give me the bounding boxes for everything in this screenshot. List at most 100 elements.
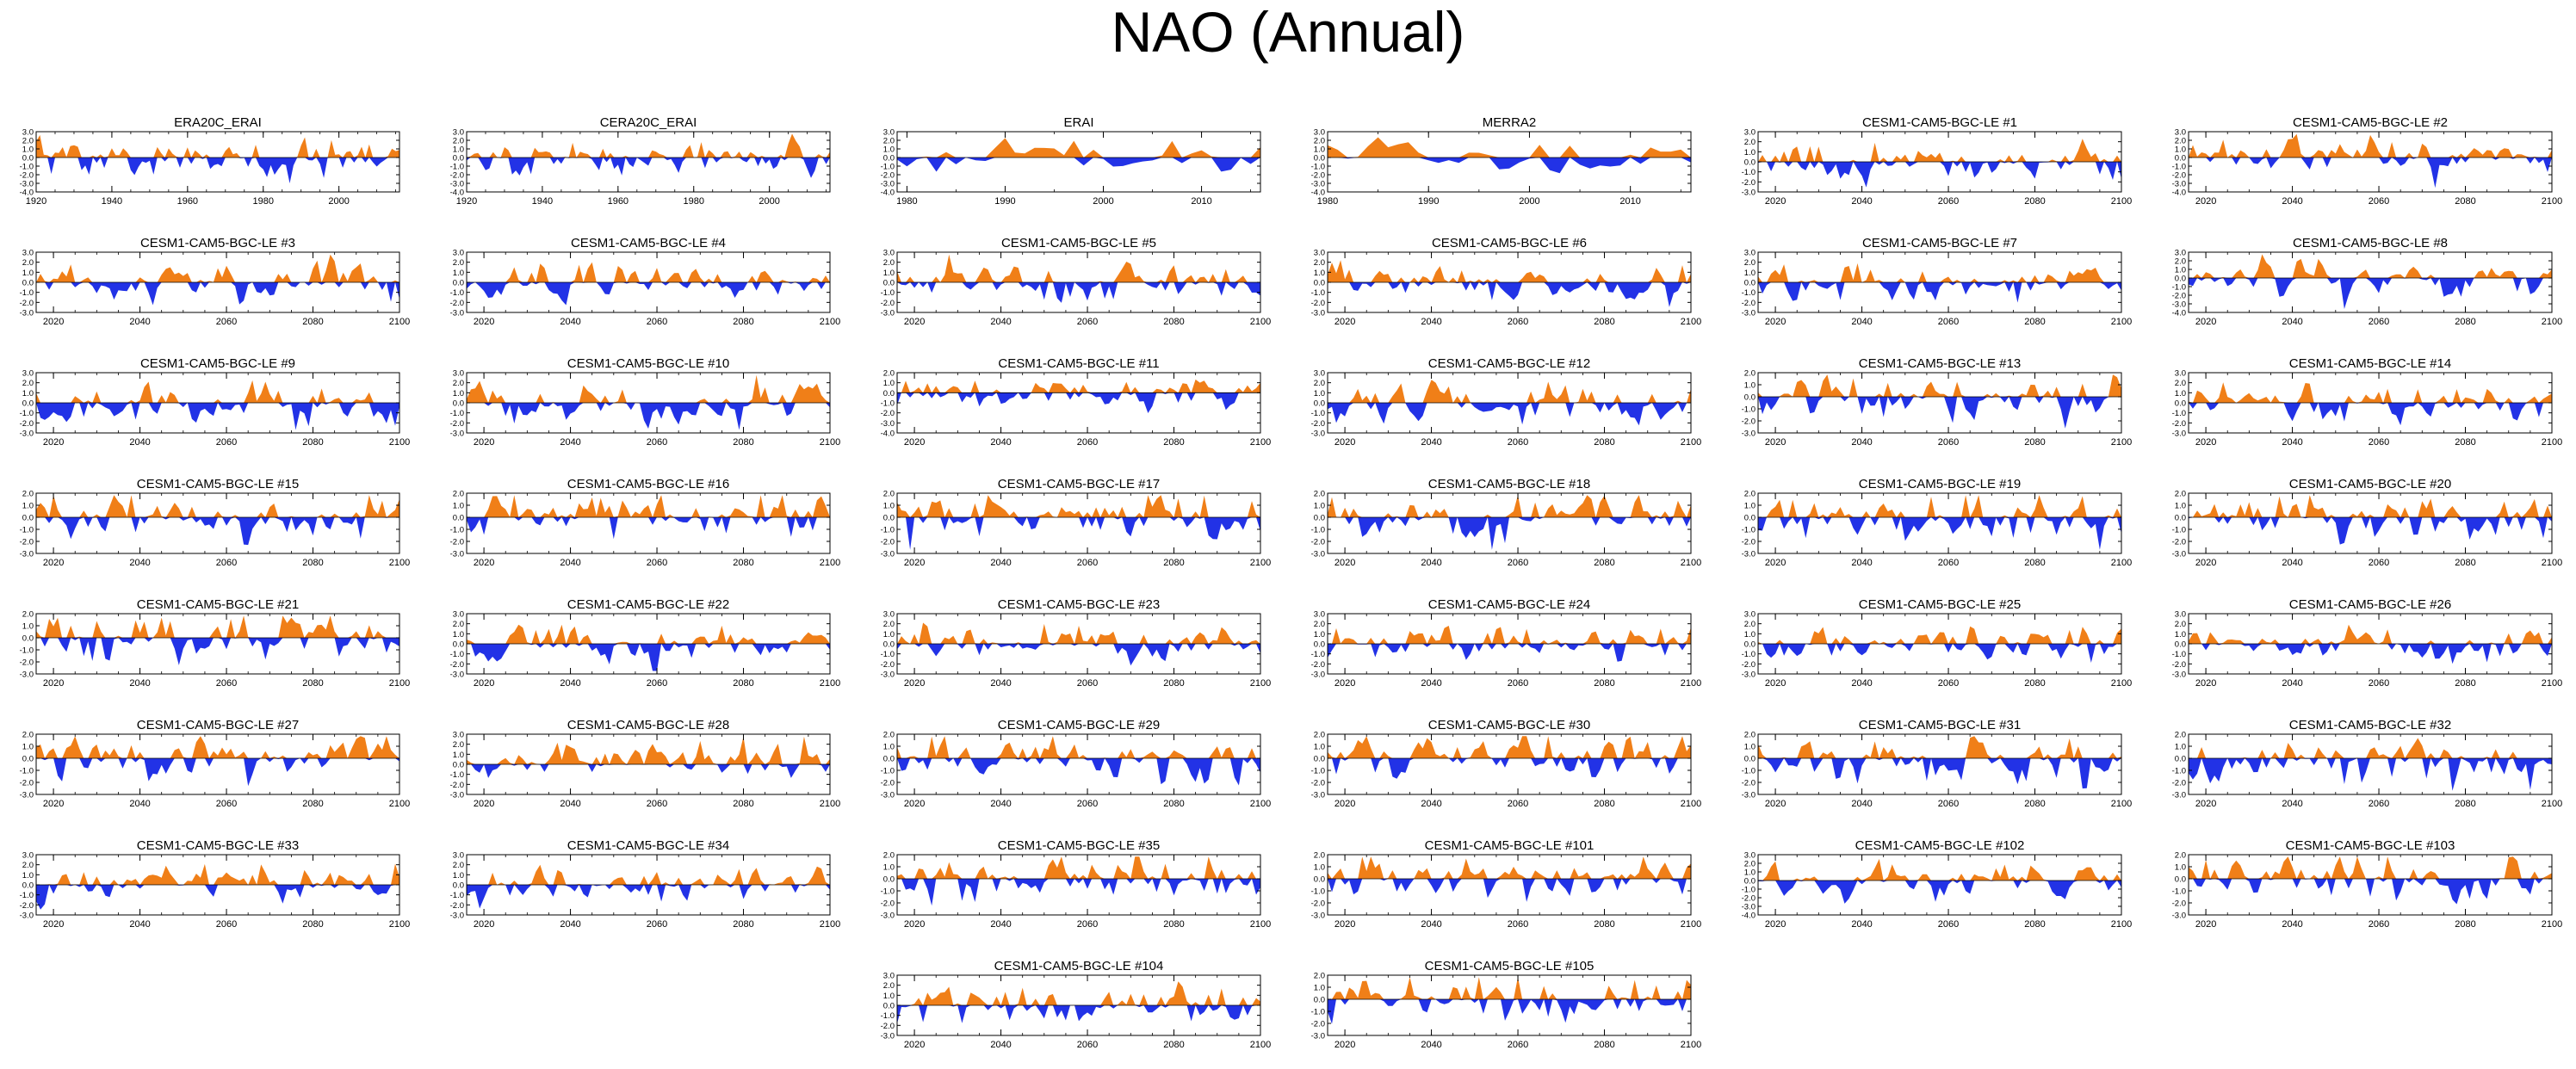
nao-panel: CESM1-CAM5-BGC-LE #17 2.0 1.0 0.0 -1.0 -2.0 -3… <box>881 477 1272 568</box>
x-tick-label: 2060 <box>1938 919 1959 930</box>
x-tick-label: 2020 <box>2195 678 2216 689</box>
y-tick-label: 2.0 <box>1314 851 1325 861</box>
nao-panel: CESM1-CAM5-BGC-LE #25 3.02.01.00.0-1.0-2.… <box>1742 597 2133 689</box>
x-tick-label: 2060 <box>647 317 667 327</box>
x-tick-label: 2080 <box>1163 919 1184 930</box>
y-tick-label: 2.0 <box>22 490 34 499</box>
y-tick-label: 2.0 <box>1314 379 1325 388</box>
y-tick-label: 2.0 <box>22 379 34 388</box>
x-tick-label: 2020 <box>1334 437 1355 448</box>
positive-anomaly-area <box>2189 738 2552 758</box>
y-tick-label: -3.0 <box>450 911 464 921</box>
x-tick-label: 2040 <box>1851 437 1872 448</box>
y-tick-label: -4.0 <box>1311 188 1325 198</box>
x-tick-label: 2060 <box>1938 558 1959 568</box>
y-tick-label: 3.0 <box>1314 610 1325 620</box>
y-tick-label: 2.0 <box>883 851 895 861</box>
x-tick-label: 2060 <box>647 437 667 448</box>
nao-panel: CESM1-CAM5-BGC-LE #30 2.0 1.0 0.0 -1.0 -2.0 -3… <box>1311 718 1702 809</box>
panel-title: CESM1-CAM5-BGC-LE #8 <box>2293 236 2448 250</box>
y-tick-label: -2.0 <box>1742 178 1756 188</box>
x-tick-label: 2060 <box>1938 317 1959 327</box>
panel-title: CESM1-CAM5-BGC-LE #21 <box>137 597 299 612</box>
y-tick-label: 1.0 <box>1314 743 1325 752</box>
negative-anomaly-area <box>1328 403 1691 426</box>
x-tick-label: 2020 <box>1765 799 1786 809</box>
x-tick-label: 2020 <box>43 558 64 568</box>
x-tick-label: 2080 <box>1594 558 1614 568</box>
panel-title: CESM1-CAM5-BGC-LE #34 <box>567 838 729 853</box>
y-tick-label: -1.0 <box>1742 650 1756 659</box>
y-tick-label: -1.0 <box>450 891 464 900</box>
y-tick-label: 3.0 <box>453 610 464 620</box>
x-tick-label: 2040 <box>1421 317 1441 327</box>
y-tick-label: 0.0 <box>1744 514 1756 523</box>
panel-title: CESM1-CAM5-BGC-LE #1 <box>1862 115 2017 130</box>
y-tick-label: 1.0 <box>22 389 34 399</box>
nao-panel: ERA20C_ERAI3.02.01.00.0-1.0-2.0-3.0-4.01… <box>20 115 400 207</box>
y-tick-label: 3.0 <box>1744 610 1756 620</box>
x-tick-label: 2040 <box>1421 919 1441 930</box>
y-tick-label: 2.0 <box>453 861 464 870</box>
positive-anomaly-area <box>36 615 399 638</box>
y-tick-label: -1.0 <box>2172 283 2186 293</box>
x-tick-label: 2060 <box>1077 1040 1098 1050</box>
x-tick-label: 2020 <box>904 919 925 930</box>
y-tick-label: -2.0 <box>20 658 34 668</box>
y-tick-label: -1.0 <box>2172 650 2186 659</box>
y-tick-label: -3.0 <box>20 309 34 318</box>
positive-anomaly-area <box>1328 260 1691 282</box>
y-tick-label: 0.0 <box>2175 154 2186 164</box>
y-tick-label: 0.0 <box>883 640 895 650</box>
x-tick-label: 2040 <box>990 317 1011 327</box>
y-tick-label: -3.0 <box>1311 180 1325 189</box>
y-tick-label: 1.0 <box>883 145 895 155</box>
plot-frame <box>2188 251 2553 313</box>
positive-anomaly-area <box>1758 859 2121 881</box>
plot-frame <box>2188 492 2553 554</box>
y-tick-label: -3.0 <box>881 550 895 559</box>
positive-anomaly-area <box>1328 137 1691 158</box>
positive-anomaly-area <box>2189 133 2552 158</box>
y-tick-label: 3.0 <box>1314 369 1325 379</box>
y-tick-label: -1.0 <box>2172 767 2186 776</box>
y-tick-label: -2.0 <box>20 419 34 429</box>
x-tick-label: 2020 <box>2195 558 2216 568</box>
x-tick-label: 2080 <box>1163 678 1184 689</box>
panel-title: CESM1-CAM5-BGC-LE #15 <box>137 477 299 491</box>
x-tick-label: 2100 <box>1681 317 1701 327</box>
x-tick-label: 2100 <box>1250 919 1271 930</box>
y-tick-label: -1.0 <box>450 770 464 780</box>
positive-anomaly-area <box>467 624 830 644</box>
y-tick-label: -3.0 <box>1742 309 1756 318</box>
x-tick-label: 2020 <box>904 558 925 568</box>
x-tick-label: 2080 <box>2455 678 2475 689</box>
panel-title: CESM1-CAM5-BGC-LE #18 <box>1428 477 1590 491</box>
x-tick-label: 2100 <box>2111 919 2132 930</box>
y-tick-label: -2.0 <box>2172 292 2186 301</box>
x-tick-label: 2080 <box>1594 678 1614 689</box>
nao-panel: CESM1-CAM5-BGC-LE #32 2.0 1.0 0.0 -1.0 -2.0 -3… <box>2172 718 2563 809</box>
panel-title: CESM1-CAM5-BGC-LE #12 <box>1428 356 1590 371</box>
nao-panel: CESM1-CAM5-BGC-LE #102 3.02.01.00.0-1.0-2… <box>1742 838 2133 930</box>
y-tick-label: -3.0 <box>2172 791 2186 800</box>
x-tick-label: 2040 <box>1421 799 1441 809</box>
y-tick-label: -3.0 <box>2172 911 2186 921</box>
y-tick-label: -2.0 <box>2172 779 2186 788</box>
x-tick-label: 2080 <box>733 678 753 689</box>
y-tick-label: 2.0 <box>22 258 34 268</box>
positive-anomaly-area <box>1328 856 1691 879</box>
y-tick-label: -2.0 <box>20 901 34 911</box>
y-tick-label: -1.0 <box>2172 887 2186 897</box>
x-tick-label: 2020 <box>904 678 925 689</box>
negative-anomaly-area <box>1328 758 1691 779</box>
nao-panel: CESM1-CAM5-BGC-LE #16 2.0 1.0 0.0 -1.0 -2.0 -3… <box>450 477 841 568</box>
positive-anomaly-area <box>467 133 830 158</box>
panel-title: MERRA2 <box>1483 115 1537 130</box>
y-tick-label: 1.0 <box>1744 743 1756 752</box>
x-tick-label: 2020 <box>2195 437 2216 448</box>
y-tick-label: 3.0 <box>453 249 464 258</box>
x-tick-label: 2040 <box>1851 196 1872 207</box>
x-tick-label: 2060 <box>1938 799 1959 809</box>
